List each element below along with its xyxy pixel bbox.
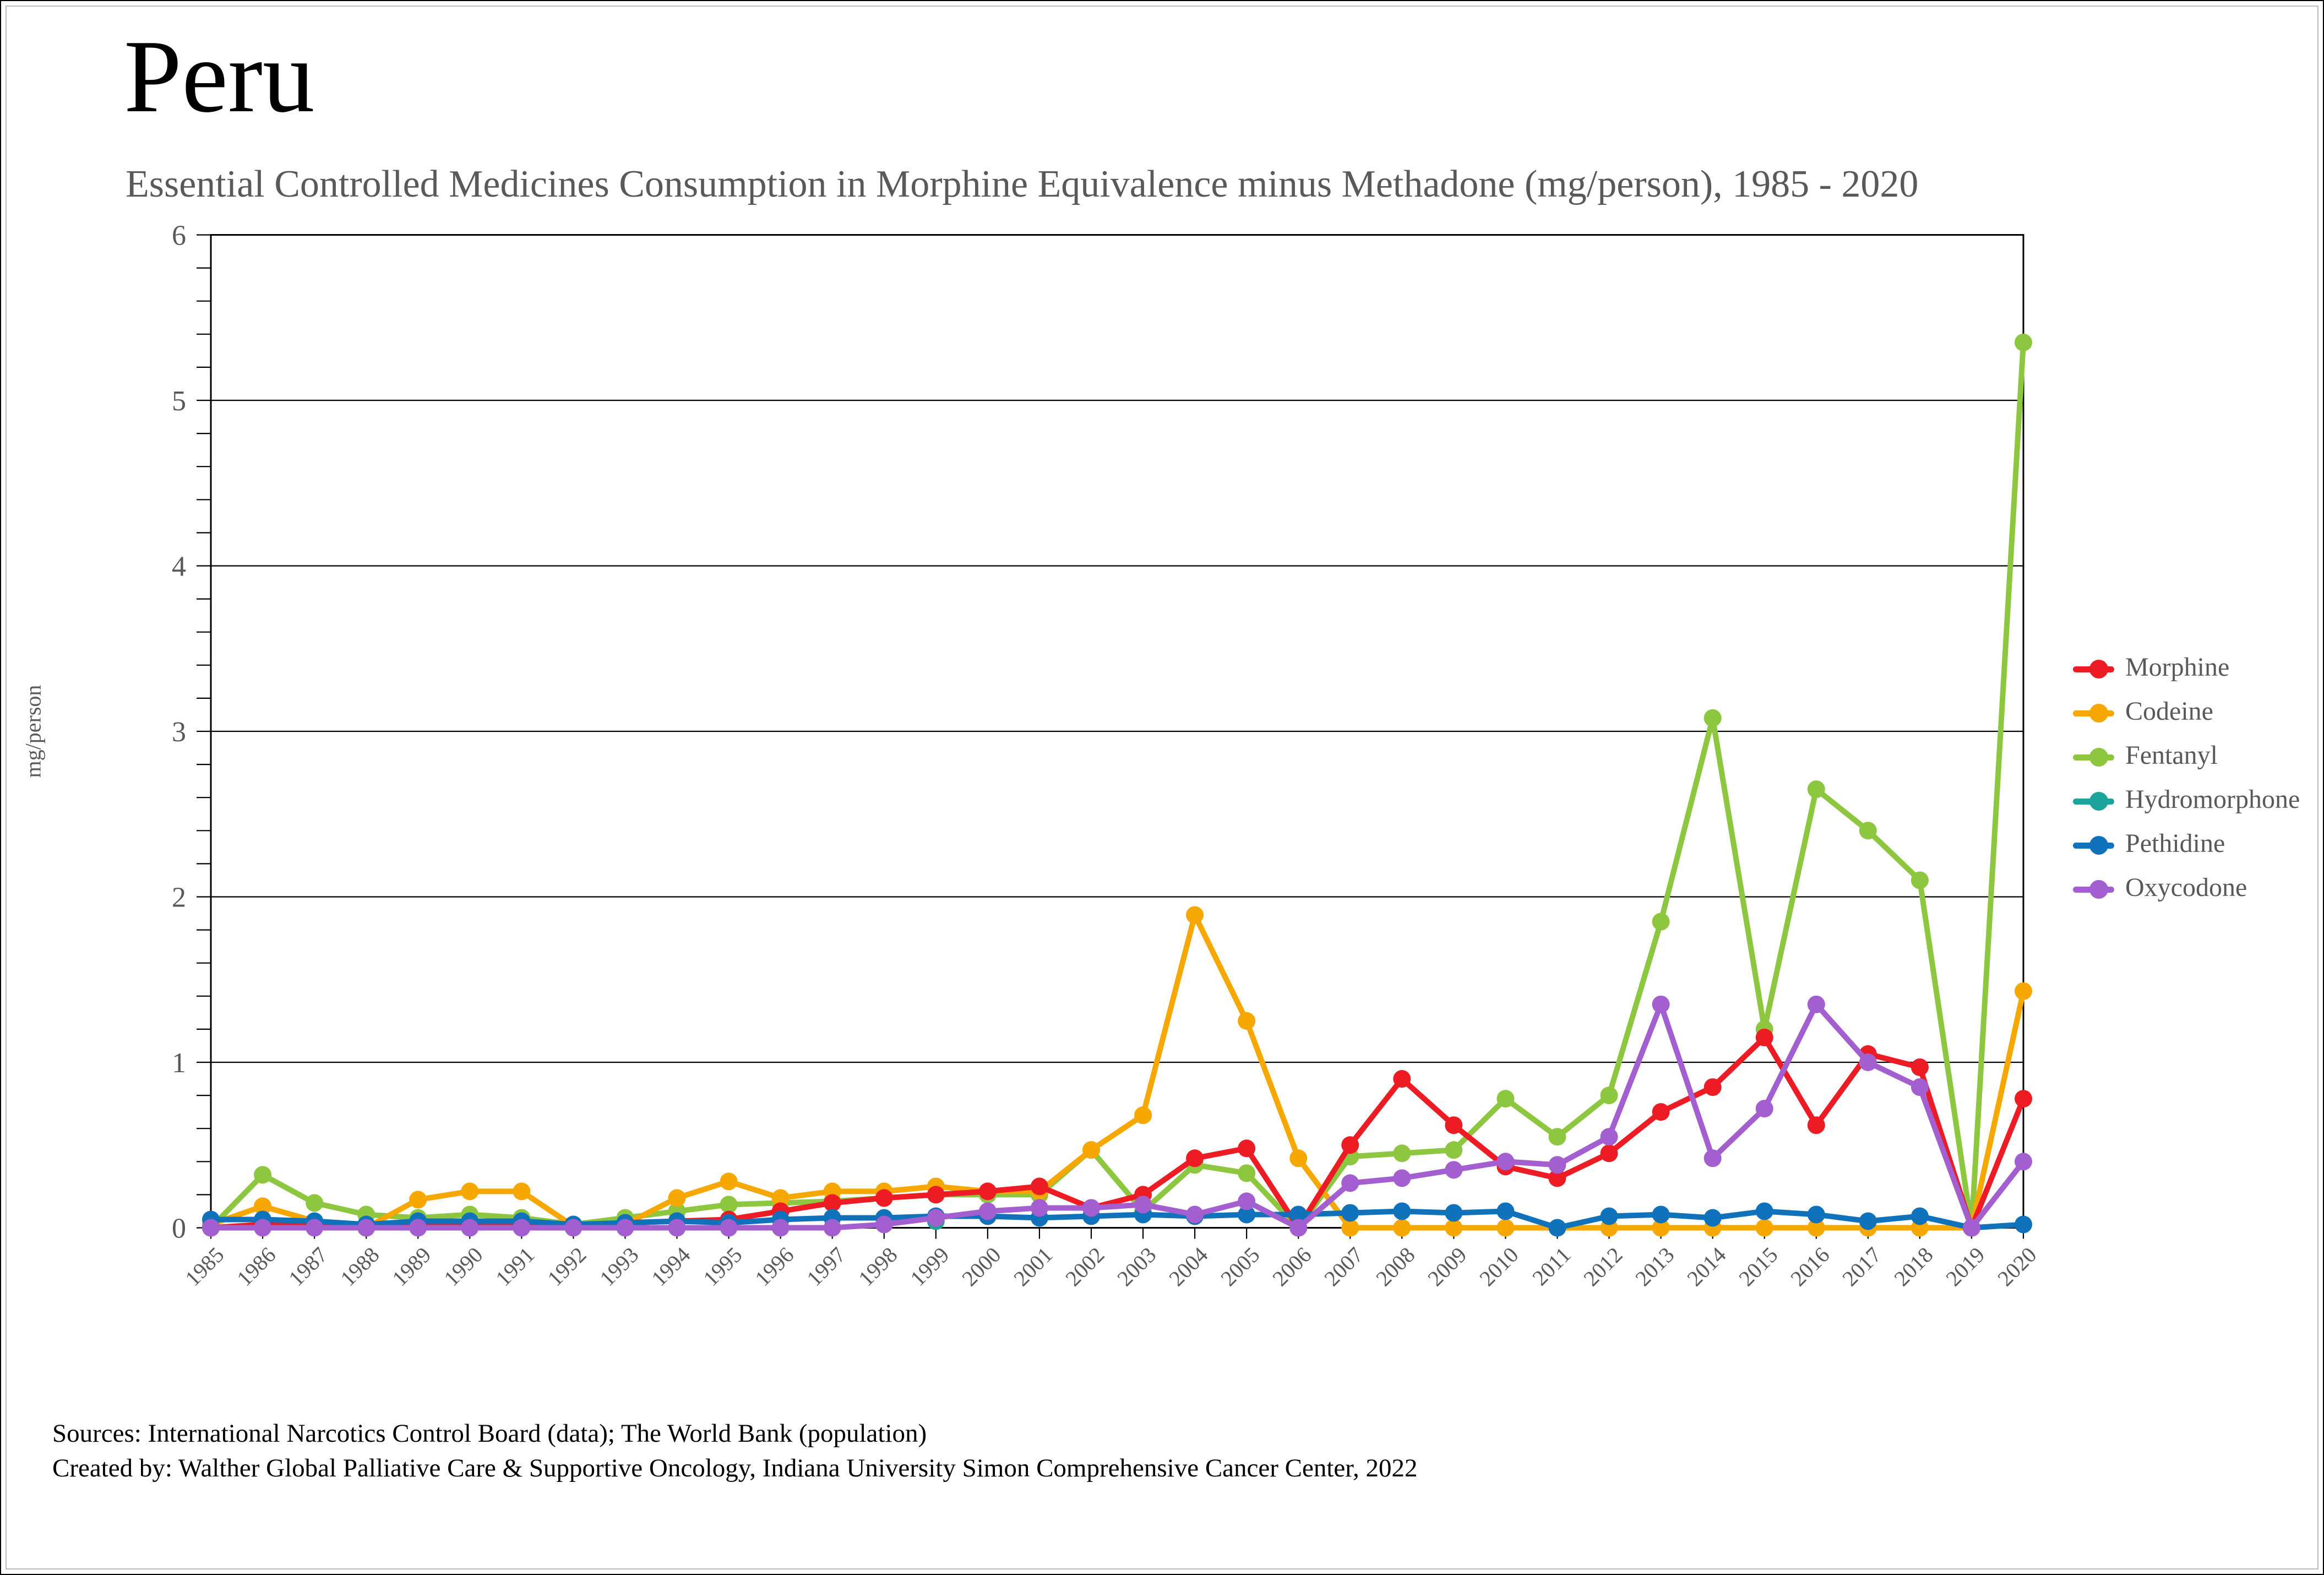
svg-text:6: 6 <box>172 220 186 252</box>
svg-text:4: 4 <box>172 551 186 583</box>
svg-text:2: 2 <box>172 882 186 914</box>
svg-text:0: 0 <box>172 1213 186 1245</box>
svg-text:3: 3 <box>172 716 186 748</box>
svg-text:5: 5 <box>172 385 186 417</box>
svg-text:1: 1 <box>172 1047 186 1079</box>
